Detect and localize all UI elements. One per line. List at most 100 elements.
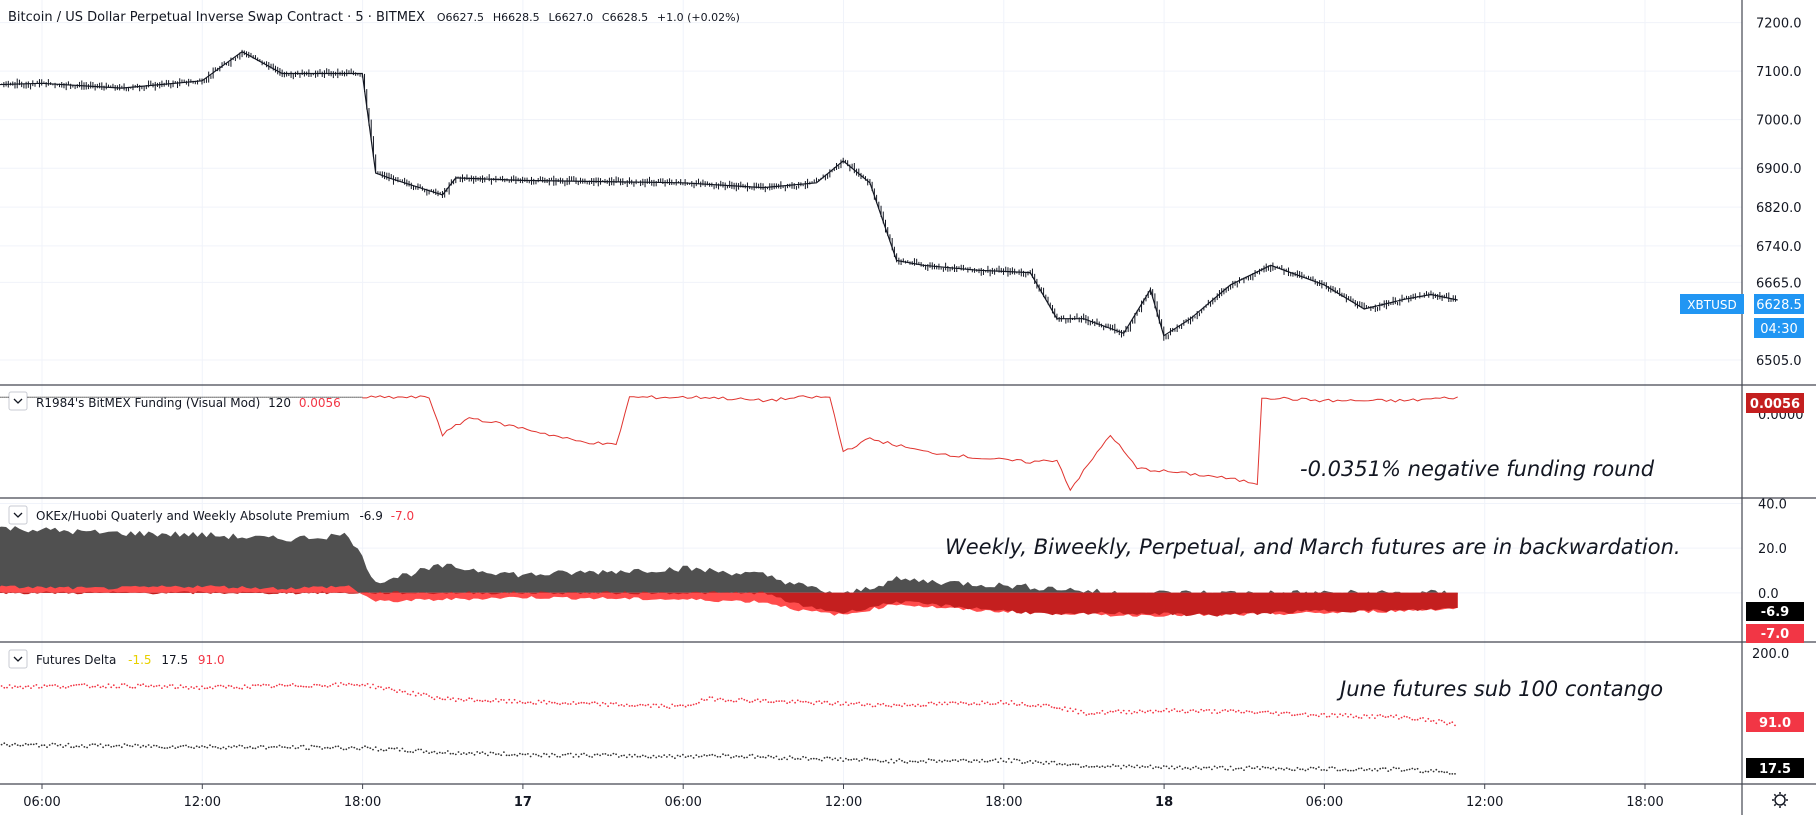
collapse-button[interactable] (8, 505, 28, 525)
price-axis[interactable]: 7200.0 7100.0 7000.0 6900.0 6820.0 6740.0 6665… (1752, 17, 1802, 662)
delta-point (527, 753, 529, 755)
delta-point (1082, 711, 1085, 714)
delta-point (99, 686, 102, 689)
delta-point (548, 700, 551, 703)
delta-point (198, 746, 201, 749)
delta-point (86, 684, 88, 687)
delta-point (762, 756, 764, 758)
delta-point (361, 746, 364, 749)
delta-point (786, 758, 788, 761)
funding-value-tag: 0.0000 0.0056 (1746, 393, 1804, 423)
delta-point (318, 746, 321, 748)
delta-plot[interactable] (0, 682, 1456, 775)
delta-point (54, 743, 56, 745)
premium-plot[interactable] (0, 524, 1458, 617)
ohlc-change: +1.0 (+0.02%) (657, 11, 740, 24)
chart-settings-button[interactable] (1772, 792, 1788, 808)
premium-red-badge (1746, 624, 1804, 643)
delta-point (740, 697, 743, 700)
funding-plot[interactable] (0, 395, 1458, 492)
delta-point (783, 700, 786, 702)
delta-point (94, 743, 96, 746)
delta-point (609, 702, 612, 704)
delta-point (1440, 719, 1443, 722)
delta-point (1227, 710, 1229, 713)
delta-point (604, 753, 607, 755)
delta-point (444, 752, 446, 754)
delta-point (62, 685, 64, 688)
delta-point (1178, 765, 1181, 768)
delta-point (412, 751, 414, 754)
delta-point (660, 703, 663, 706)
delta-point (663, 754, 666, 756)
delta-point (609, 754, 612, 757)
delta-point (503, 751, 505, 753)
delta-legend[interactable]: Futures Delta -1.5 17.5 91.0 (8, 649, 225, 669)
delta-point (1408, 768, 1411, 771)
delta-point (930, 759, 933, 761)
delta-point (1141, 765, 1144, 768)
delta-point (1285, 711, 1288, 714)
delta-point (823, 757, 826, 759)
delta-point (1243, 769, 1245, 771)
delta-point (206, 746, 209, 749)
premium-legend[interactable]: OKEx/Huobi Quaterly and Weekly Absolute … (8, 505, 414, 525)
delta-point (724, 754, 727, 757)
delta-point (1323, 769, 1325, 771)
delta-point (834, 702, 837, 705)
delta-point (1088, 766, 1090, 768)
delta-point (772, 756, 775, 759)
delta-point (906, 704, 909, 707)
delta-point (1203, 766, 1205, 769)
delta-point (428, 752, 430, 754)
delta-point (743, 698, 746, 701)
delta-point (377, 685, 380, 688)
delta-point (1427, 717, 1430, 720)
collapse-button[interactable] (8, 649, 28, 669)
delta-point (481, 700, 484, 703)
delta-point (711, 753, 714, 756)
delta-point (572, 701, 575, 703)
last-price-tag[interactable]: XBTUSD 6628.5 04:30 (1680, 294, 1804, 338)
delta-point (468, 697, 471, 700)
delta-point (169, 684, 171, 686)
funding-legend[interactable]: R1984's BitMEX Funding (Visual Mod) 120 … (8, 391, 341, 411)
delta-point (1355, 768, 1358, 771)
delta-point (460, 698, 463, 701)
delta-point (161, 746, 163, 749)
delta-point (88, 744, 91, 746)
delta-point (935, 761, 938, 763)
delta-point (67, 686, 70, 688)
delta-point (406, 751, 409, 753)
delta-point (1203, 709, 1205, 712)
delta-point (1387, 715, 1390, 718)
delta-point (70, 746, 72, 749)
delta-point (48, 684, 51, 687)
delta-point (1245, 766, 1248, 768)
svg-text:R1984's BitMEX Funding (Visual: R1984's BitMEX Funding (Visual Mod) 120 … (36, 396, 341, 410)
funding-value: 0.0056 (299, 396, 341, 410)
price-plot[interactable] (0, 49, 1458, 341)
delta-point (1293, 769, 1296, 772)
delta-point (1422, 717, 1424, 719)
delta-point (855, 758, 858, 760)
delta-point (225, 747, 227, 750)
delta-point (1368, 768, 1371, 770)
delta-point (967, 760, 970, 763)
delta-point (962, 758, 965, 761)
time-axis[interactable]: 06:00 12:00 18:00 17 06:00 12:00 18:00 18 06:00 1… (23, 784, 1664, 810)
delta-point (99, 743, 102, 745)
delta-point (465, 753, 468, 756)
delta-point (1144, 711, 1146, 714)
symbol-legend[interactable]: Bitcoin / US Dollar Perpetual Inverse Sw… (8, 10, 740, 25)
delta-point (529, 755, 532, 758)
delta-point (919, 760, 922, 762)
premium-red-badge-value: -7.0 (1761, 627, 1789, 642)
delta-point (655, 703, 658, 706)
collapse-button[interactable] (8, 391, 28, 411)
delta-point (1032, 704, 1034, 707)
delta-point (1069, 707, 1072, 710)
delta-point (711, 696, 714, 699)
funding-series-line (362, 395, 1458, 492)
